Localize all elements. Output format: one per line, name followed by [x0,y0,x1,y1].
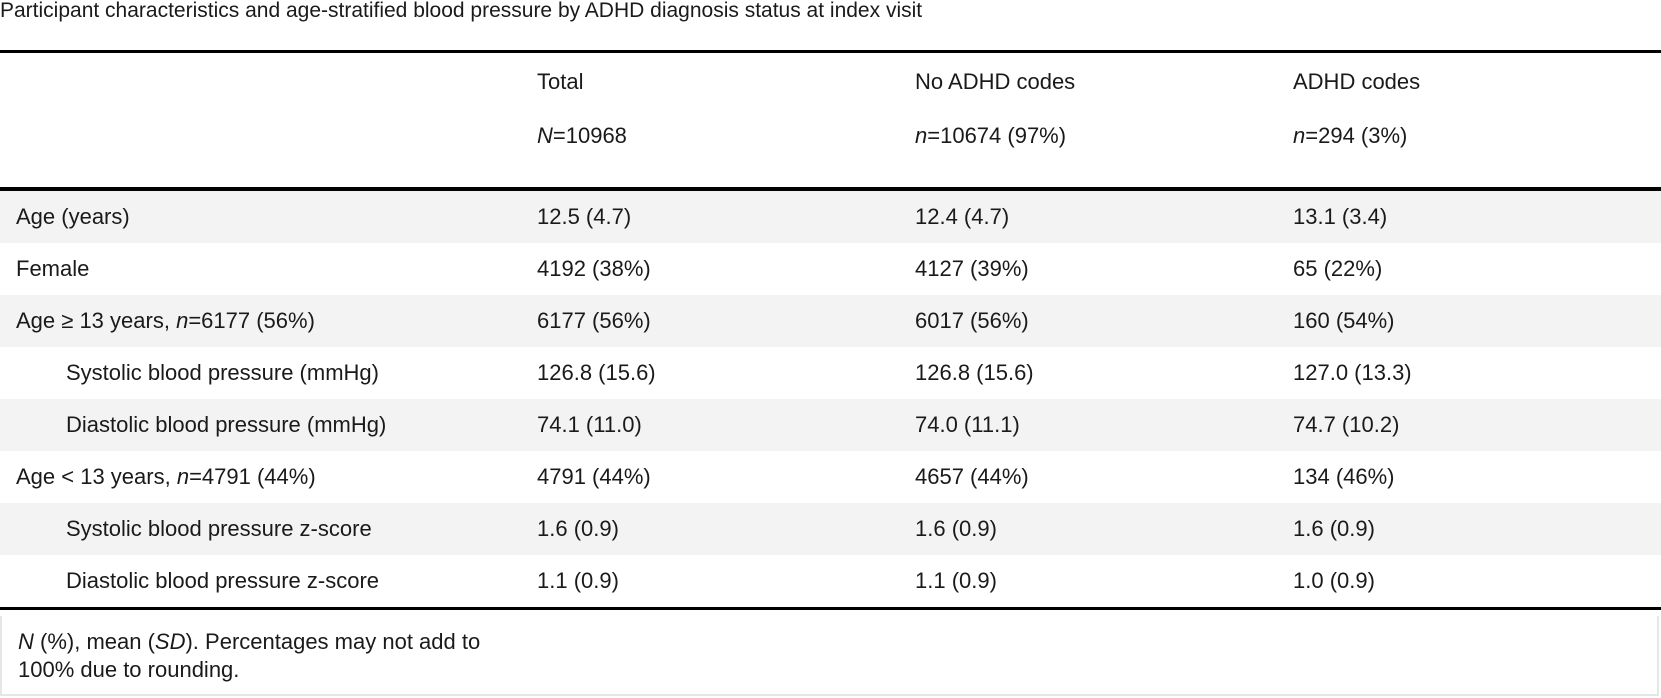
table-footnote: N (%), mean (SD). Percentages may not ad… [18,629,481,682]
header-cell-total: Total N=10968 [537,53,915,191]
cell-value: 1.6 (0.9) [537,503,915,555]
table-row: Systolic blood pressure z-score 1.6 (0.9)… [0,503,1661,555]
table-caption: Participant characteristics and age-stra… [0,0,923,22]
cell-value: 12.5 (4.7) [537,191,915,243]
characteristics-table: Total N=10968 No ADHD codes n=10674 (97%… [0,50,1661,610]
column-count: N=10968 [537,123,627,148]
table-row: Systolic blood pressure (mmHg) 126.8 (15.… [0,347,1661,399]
row-label: Age ≥ 13 years, n=6177 (56%) [0,295,537,347]
cell-value: 65 (22%) [1293,243,1661,295]
cell-value: 4192 (38%) [537,243,915,295]
cell-value: 1.0 (0.9) [1293,555,1661,610]
header-cell-adhd: ADHD codes n=294 (3%) [1293,53,1661,191]
table-body: Age (years) 12.5 (4.7) 12.4 (4.7) 13.1 (3.4… [0,191,1661,610]
column-count: n=294 (3%) [1293,123,1408,148]
cell-value: 4127 (39%) [915,243,1293,295]
table-row: Age ≥ 13 years, n=6177 (56%) 6177 (56%) 60… [0,295,1661,347]
cell-value: 134 (46%) [1293,451,1661,503]
cell-value: 160 (54%) [1293,295,1661,347]
cell-value: 13.1 (3.4) [1293,191,1661,243]
column-name: ADHD codes [1293,69,1421,94]
cell-value: 1.1 (0.9) [537,555,915,610]
cell-value: 126.8 (15.6) [915,347,1293,399]
row-label: Diastolic blood pressure (mmHg) [0,399,537,451]
table-footnote-box: N (%), mean (SD). Percentages may not ad… [0,616,1659,696]
table-row: Diastolic blood pressure z-score 1.1 (0.9… [0,555,1661,610]
cell-value: 12.4 (4.7) [915,191,1293,243]
cell-value: 126.8 (15.6) [537,347,915,399]
row-label: Systolic blood pressure (mmHg) [0,347,537,399]
cell-value: 4657 (44%) [915,451,1293,503]
cell-value: 74.7 (10.2) [1293,399,1661,451]
header-cell-no-adhd: No ADHD codes n=10674 (97%) [915,53,1293,191]
row-label: Age < 13 years, n=4791 (44%) [0,451,537,503]
cell-value: 1.6 (0.9) [1293,503,1661,555]
column-name: Total [537,69,584,94]
cell-value: 4791 (44%) [537,451,915,503]
cell-value: 74.1 (11.0) [537,399,915,451]
header-cell-label [0,53,537,191]
row-label: Systolic blood pressure z-score [0,503,537,555]
cell-value: 1.6 (0.9) [915,503,1293,555]
table-row: Age (years) 12.5 (4.7) 12.4 (4.7) 13.1 (3.4… [0,191,1661,243]
row-label: Age (years) [0,191,537,243]
row-label: Female [0,243,537,295]
column-count: n=10674 (97%) [915,123,1067,148]
column-name: No ADHD codes [915,69,1076,94]
table-row: Age < 13 years, n=4791 (44%) 4791 (44%) 46… [0,451,1661,503]
cell-value: 1.1 (0.9) [915,555,1293,610]
cell-value: 6177 (56%) [537,295,915,347]
cell-value: 74.0 (11.1) [915,399,1293,451]
table-header: Total N=10968 No ADHD codes n=10674 (97%… [0,50,1661,191]
table-row: Female 4192 (38%) 4127 (39%) 65 (22%) [0,243,1661,295]
cell-value: 127.0 (13.3) [1293,347,1661,399]
cell-value: 6017 (56%) [915,295,1293,347]
table-row: Diastolic blood pressure (mmHg) 74.1 (11.… [0,399,1661,451]
row-label: Diastolic blood pressure z-score [0,555,537,610]
